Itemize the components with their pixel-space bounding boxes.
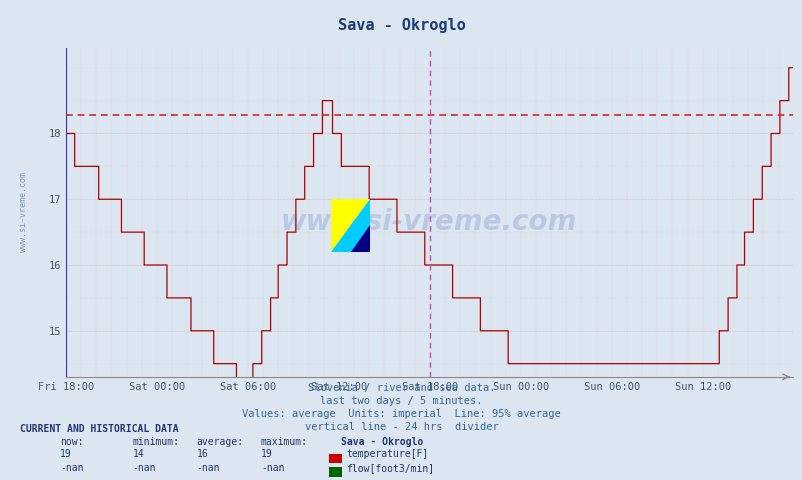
Text: Values: average  Units: imperial  Line: 95% average: Values: average Units: imperial Line: 95…: [242, 409, 560, 419]
Text: vertical line - 24 hrs  divider: vertical line - 24 hrs divider: [304, 422, 498, 432]
Text: last two days / 5 minutes.: last two days / 5 minutes.: [320, 396, 482, 406]
Text: -nan: -nan: [60, 463, 83, 473]
Text: -nan: -nan: [196, 463, 220, 473]
Text: -nan: -nan: [261, 463, 284, 473]
Text: average:: average:: [196, 437, 244, 447]
Polygon shape: [331, 199, 370, 252]
Text: 16: 16: [196, 449, 209, 459]
Polygon shape: [350, 226, 370, 252]
Text: flow[foot3/min]: flow[foot3/min]: [346, 463, 434, 473]
Text: 19: 19: [60, 449, 72, 459]
Text: temperature[F]: temperature[F]: [346, 449, 427, 459]
Text: Sava - Okroglo: Sava - Okroglo: [337, 18, 465, 33]
Text: now:: now:: [60, 437, 83, 447]
Text: maximum:: maximum:: [261, 437, 308, 447]
Text: -nan: -nan: [132, 463, 156, 473]
Text: Sava - Okroglo: Sava - Okroglo: [341, 437, 423, 447]
Text: CURRENT AND HISTORICAL DATA: CURRENT AND HISTORICAL DATA: [20, 424, 179, 434]
Text: minimum:: minimum:: [132, 437, 180, 447]
Text: www.si-vreme.com: www.si-vreme.com: [281, 208, 577, 236]
Text: 14: 14: [132, 449, 144, 459]
Text: Slovenia / river and sea data.: Slovenia / river and sea data.: [307, 383, 495, 393]
Text: www.si-vreme.com: www.si-vreme.com: [19, 172, 28, 252]
Polygon shape: [331, 199, 370, 252]
Text: 19: 19: [261, 449, 273, 459]
